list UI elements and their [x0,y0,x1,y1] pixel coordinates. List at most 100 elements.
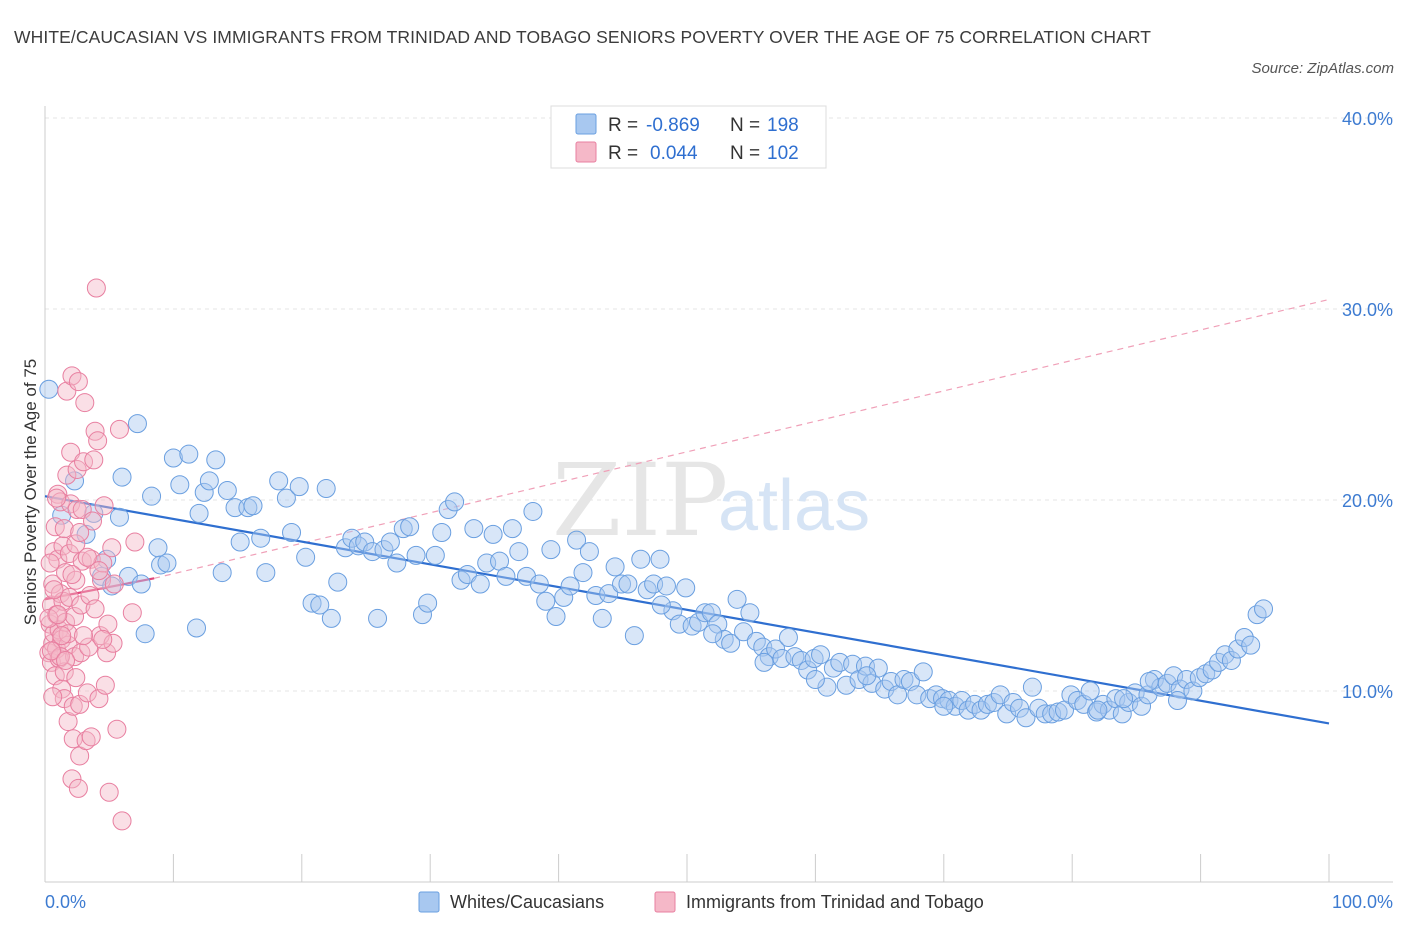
point-1-33 [61,442,81,462]
point-0-196 [703,624,723,644]
point-0-105 [727,589,747,609]
watermark: ZIP atlas [552,442,870,559]
point-0-134 [913,662,933,682]
point-0-131 [894,670,914,690]
point-0-133 [907,685,927,705]
point-1-63 [88,431,108,451]
point-0-151 [1022,677,1042,697]
bottom-legend-label-pink: Immigrants from Trinidad and Tobago [686,892,984,912]
point-0-59 [432,522,452,542]
point-0-106 [733,622,753,642]
point-1-71 [98,614,118,634]
point-0-195 [754,652,774,672]
point-1-83 [47,488,67,508]
point-1-89 [70,522,90,542]
point-0-65 [470,574,490,594]
point-1-93 [85,599,105,619]
point-1-39 [65,607,85,627]
legend-n-value-pink: 102 [767,143,799,164]
point-0-150 [1016,708,1036,728]
point-0-35 [276,488,296,508]
point-0-42 [321,608,341,628]
point-0-64 [464,519,484,539]
point-1-99 [48,605,68,625]
point-0-107 [740,603,760,623]
point-0-101 [701,603,721,623]
legend-r-value-pink: 0.044 [650,143,698,164]
point-0-22 [189,503,209,523]
point-0-31 [243,496,263,516]
point-0-111 [766,639,786,659]
point-0-155 [1048,702,1068,722]
point-0-197 [651,595,671,615]
point-0-13 [135,624,155,644]
point-0-34 [269,471,289,491]
y-tick-label-0: 10.0% [1342,682,1393,702]
series-0-points [39,379,1274,728]
legend-r-value-blue: -0.869 [646,115,700,136]
legend-box: R = -0.869 N = 198 R = 0.044 N = 102 [550,105,827,169]
point-1-75 [104,574,124,594]
point-0-88 [618,574,638,594]
point-0-191 [1088,700,1108,720]
watermark-atlas: atlas [718,466,870,546]
point-0-89 [624,626,644,646]
point-0-75 [536,591,556,611]
point-0-97 [676,578,696,598]
point-0-118 [811,645,831,665]
x-tick-label-min: 0.0% [45,892,86,912]
point-0-79 [560,576,580,596]
point-1-35 [62,769,82,789]
legend-swatch-blue [575,113,597,135]
point-0-93 [650,549,670,569]
point-0-85 [599,584,619,604]
point-0-144 [977,694,997,714]
point-1-72 [99,782,119,802]
point-1-82 [43,687,63,707]
point-1-88 [66,668,86,688]
point-0-60 [438,500,458,520]
point-1-101 [56,650,76,670]
point-0-25 [206,450,226,470]
point-0-84 [592,608,612,628]
point-1-90 [74,626,94,646]
point-0-122 [836,675,856,695]
point-0-127 [868,658,888,678]
point-0-185 [1241,635,1261,655]
point-0-47 [355,532,375,552]
point-0-168 [1132,696,1152,716]
point-1-80 [125,532,145,552]
point-0-52 [387,553,407,573]
point-0-86 [605,557,625,577]
point-0-119 [817,677,837,697]
point-0-74 [529,574,549,594]
point-0-154 [1042,704,1062,724]
data-points [39,278,1274,831]
point-0-7 [102,576,122,596]
point-0-11 [127,414,147,434]
point-0-80 [567,530,587,550]
point-1-25 [56,563,76,583]
point-1-41 [66,534,86,554]
legend-n-label-blue: N = [730,115,760,136]
point-1-79 [122,603,142,623]
point-0-94 [656,576,676,596]
point-1-37 [63,696,83,716]
point-0-160 [1080,681,1100,701]
point-0-70 [502,519,522,539]
point-1-91 [77,547,97,567]
y-tick-label-3: 40.0% [1342,109,1393,129]
point-0-57 [418,593,438,613]
point-0-179 [1202,660,1222,680]
point-1-1 [40,614,60,634]
point-1-86 [58,624,78,644]
point-0-192 [934,696,954,716]
y-tick-label-1: 20.0% [1342,491,1393,511]
point-0-78 [554,587,574,607]
point-0-32 [251,528,271,548]
point-1-78 [112,811,132,831]
point-0-100 [695,603,715,623]
point-1-94 [89,561,109,581]
point-0-149 [1010,698,1030,718]
point-0-40 [310,595,330,615]
